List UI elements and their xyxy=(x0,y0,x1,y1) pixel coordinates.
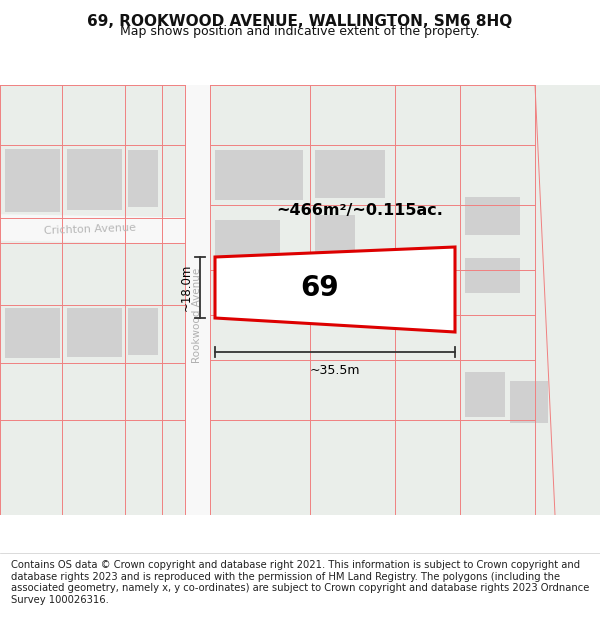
Bar xyxy=(5,149,60,212)
Bar xyxy=(5,308,60,358)
Text: ~466m²/~0.115ac.: ~466m²/~0.115ac. xyxy=(277,202,443,217)
Text: Rookwood Avenue: Rookwood Avenue xyxy=(193,268,203,362)
Bar xyxy=(510,381,548,423)
Bar xyxy=(185,85,210,515)
Bar xyxy=(215,220,280,300)
Text: ~18.0m: ~18.0m xyxy=(179,264,193,311)
Bar xyxy=(128,150,158,207)
Text: Crichton Avenue: Crichton Avenue xyxy=(44,222,136,236)
Bar xyxy=(315,150,385,198)
Bar xyxy=(67,308,122,357)
Bar xyxy=(128,308,158,355)
Bar xyxy=(315,215,355,265)
Text: Contains OS data © Crown copyright and database right 2021. This information is : Contains OS data © Crown copyright and d… xyxy=(11,560,589,605)
Text: Map shows position and indicative extent of the property.: Map shows position and indicative extent… xyxy=(120,25,480,38)
Polygon shape xyxy=(215,247,455,332)
Bar xyxy=(215,150,303,200)
Polygon shape xyxy=(0,215,185,243)
Text: ~35.5m: ~35.5m xyxy=(310,364,360,376)
Polygon shape xyxy=(535,85,600,515)
Text: 69: 69 xyxy=(301,274,340,302)
Bar xyxy=(465,258,520,293)
Bar xyxy=(465,197,520,235)
Bar xyxy=(465,372,505,417)
Text: 69, ROOKWOOD AVENUE, WALLINGTON, SM6 8HQ: 69, ROOKWOOD AVENUE, WALLINGTON, SM6 8HQ xyxy=(88,14,512,29)
Bar xyxy=(67,149,122,210)
